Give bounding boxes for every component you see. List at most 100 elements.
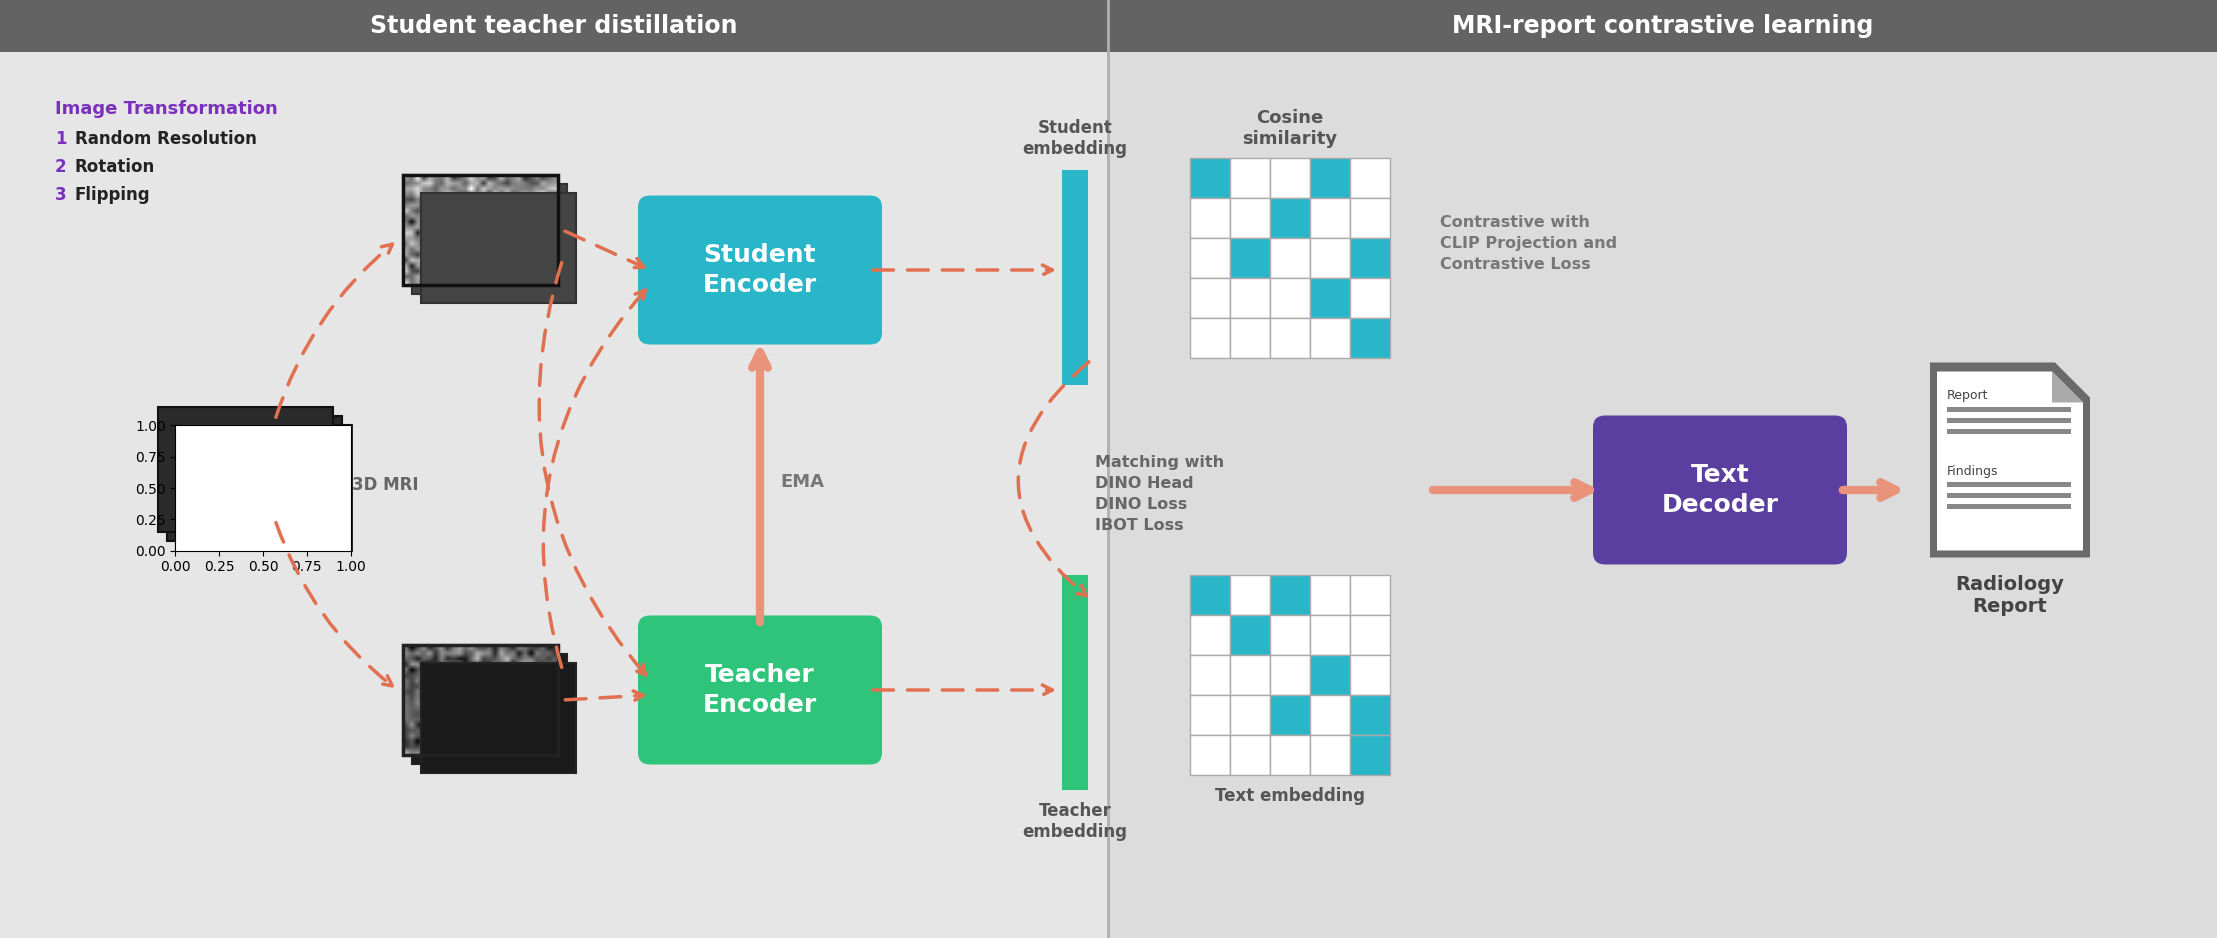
Text: Student teacher distillation: Student teacher distillation	[370, 14, 738, 38]
Bar	[1947, 482, 2071, 488]
Bar	[1270, 158, 1310, 198]
Bar	[403, 645, 556, 755]
Bar	[1310, 655, 1350, 695]
Bar	[0, 52, 1108, 938]
Bar	[1350, 238, 1390, 278]
Bar	[1270, 238, 1310, 278]
Bar	[1350, 158, 1390, 198]
Bar	[1350, 278, 1390, 318]
Text: Radiology
Report: Radiology Report	[1955, 575, 2064, 616]
Bar	[1191, 615, 1230, 655]
FancyBboxPatch shape	[1594, 416, 1847, 565]
Bar	[1270, 655, 1310, 695]
Bar	[1310, 238, 1350, 278]
Bar	[412, 654, 568, 764]
Bar	[1270, 735, 1310, 775]
Bar	[421, 193, 576, 303]
Text: MRI-report contrastive learning: MRI-report contrastive learning	[1452, 14, 1873, 38]
Bar	[1350, 655, 1390, 695]
Text: Student
embedding: Student embedding	[1022, 119, 1128, 158]
Bar	[1270, 318, 1310, 358]
Bar	[1947, 407, 2071, 413]
Text: Teacher
embedding: Teacher embedding	[1022, 802, 1128, 840]
Bar	[1230, 615, 1270, 655]
Bar	[1270, 575, 1310, 615]
Bar	[1230, 198, 1270, 238]
Bar	[1230, 278, 1270, 318]
Bar	[1350, 615, 1390, 655]
Bar	[1310, 278, 1350, 318]
Bar	[1350, 735, 1390, 775]
Bar	[1270, 615, 1310, 655]
Bar	[1947, 418, 2071, 423]
Bar	[1310, 158, 1350, 198]
Bar	[1108, 52, 2217, 938]
Bar	[1350, 575, 1390, 615]
FancyBboxPatch shape	[638, 615, 882, 764]
Polygon shape	[1931, 362, 2091, 557]
Bar	[166, 416, 341, 541]
Bar	[1191, 575, 1230, 615]
Bar	[175, 426, 350, 551]
Text: Text embedding: Text embedding	[1215, 787, 1366, 805]
Bar	[1350, 695, 1390, 735]
Text: Findings: Findings	[1947, 464, 1998, 477]
Text: Teacher
Encoder: Teacher Encoder	[703, 663, 818, 717]
Polygon shape	[1938, 371, 2084, 551]
Bar	[1310, 198, 1350, 238]
Bar	[1230, 318, 1270, 358]
Bar	[1230, 158, 1270, 198]
Bar	[421, 663, 576, 773]
Bar	[1350, 318, 1390, 358]
Bar	[1310, 575, 1350, 615]
Bar	[1191, 238, 1230, 278]
Text: Report: Report	[1947, 389, 1989, 402]
Bar	[1062, 170, 1089, 385]
Bar	[1230, 575, 1270, 615]
Bar	[1191, 735, 1230, 775]
Bar	[1947, 505, 2071, 509]
Bar	[1191, 318, 1230, 358]
Bar	[1270, 198, 1310, 238]
Bar	[1270, 695, 1310, 735]
Text: Rotation: Rotation	[75, 158, 155, 176]
Text: 3: 3	[55, 186, 67, 204]
Bar	[1062, 575, 1089, 790]
Text: Image Transformation: Image Transformation	[55, 100, 277, 118]
Bar	[403, 175, 556, 285]
Text: Text
Decoder: Text Decoder	[1661, 463, 1778, 517]
Text: Random Resolution: Random Resolution	[75, 130, 257, 148]
Bar	[1270, 278, 1310, 318]
Bar	[157, 407, 333, 533]
Bar	[1191, 278, 1230, 318]
Bar	[1947, 430, 2071, 434]
Text: Student
Encoder: Student Encoder	[703, 243, 818, 296]
Bar	[412, 184, 568, 294]
Text: Contrastive with
CLIP Projection and
Contrastive Loss: Contrastive with CLIP Projection and Con…	[1441, 215, 1616, 272]
Text: 2: 2	[55, 158, 67, 176]
Bar	[1230, 238, 1270, 278]
Bar	[0, 0, 1108, 52]
Text: Matching with
DINO Head
DINO Loss
IBOT Loss: Matching with DINO Head DINO Loss IBOT L…	[1095, 455, 1224, 533]
Bar	[1230, 655, 1270, 695]
Bar	[1108, 0, 2217, 52]
Polygon shape	[2053, 371, 2084, 402]
Bar	[1191, 158, 1230, 198]
Bar	[1350, 198, 1390, 238]
Bar	[403, 645, 556, 755]
Text: 1: 1	[55, 130, 67, 148]
Text: Flipping: Flipping	[75, 186, 151, 204]
Bar	[1191, 198, 1230, 238]
Bar	[175, 426, 350, 551]
Bar	[1947, 493, 2071, 498]
Bar	[1230, 735, 1270, 775]
Text: 3D MRI: 3D MRI	[353, 476, 419, 494]
Bar	[403, 175, 556, 285]
FancyBboxPatch shape	[638, 195, 882, 344]
Text: EMA: EMA	[780, 473, 825, 491]
Bar	[1310, 615, 1350, 655]
Bar	[1230, 695, 1270, 735]
Bar	[1191, 695, 1230, 735]
Text: Cosine
similarity: Cosine similarity	[1242, 109, 1337, 148]
Bar	[1310, 695, 1350, 735]
